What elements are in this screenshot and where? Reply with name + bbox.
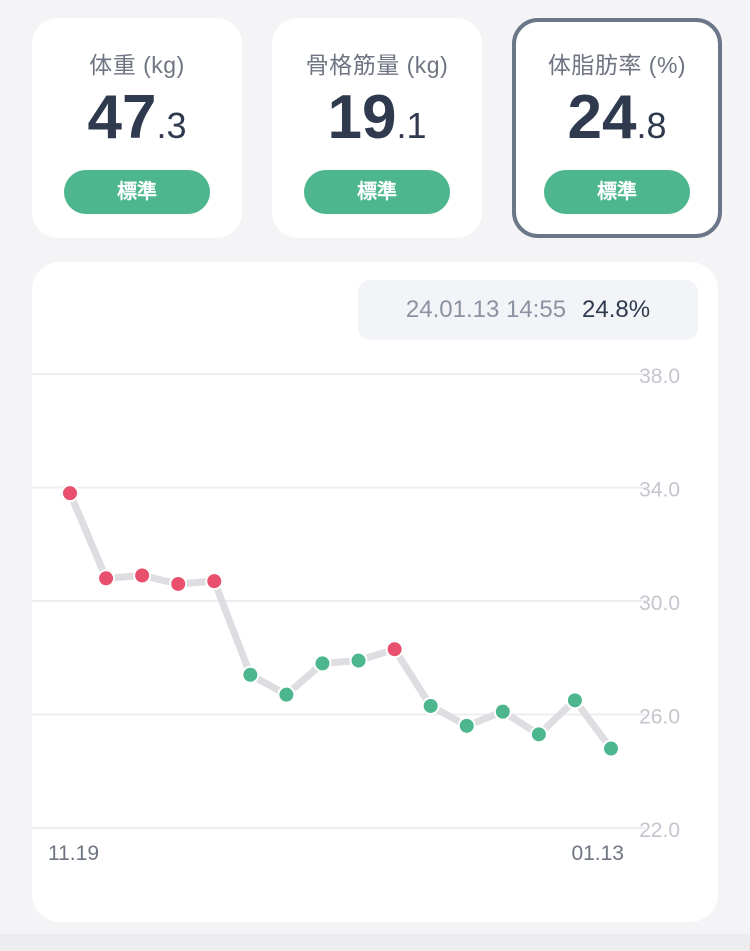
body-fat-card[interactable]: 体脂肪率 (%) 24.8 標準 — [512, 18, 722, 238]
series-line — [66, 489, 615, 753]
y-tick-label: 26.0 — [639, 706, 680, 729]
skeletal-muscle-card[interactable]: 骨格筋量 (kg) 19.1 標準 — [272, 18, 482, 238]
skeletal-muscle-value: 19.1 — [272, 82, 482, 153]
skeletal-muscle-value-int: 19 — [327, 83, 397, 152]
data-point — [169, 574, 188, 593]
tooltip-value: 24.8% — [582, 296, 651, 323]
chart-tooltip: 24.01.13 14:55 24.8% — [358, 280, 698, 340]
skeletal-muscle-value-dec: .1 — [396, 105, 427, 146]
skeletal-muscle-status-badge: 標準 — [304, 170, 450, 214]
x-tick-label: 11.19 — [48, 842, 99, 865]
body-fat-status-badge: 標準 — [544, 170, 690, 214]
data-point — [61, 484, 79, 503]
y-tick-label: 34.0 — [639, 479, 680, 502]
body-fat-value-dec: .8 — [636, 105, 667, 146]
data-point — [205, 572, 224, 591]
body-fat-value: 24.8 — [516, 82, 718, 153]
data-point — [421, 696, 440, 715]
skeletal-muscle-title: 骨格筋量 (kg) — [305, 52, 449, 78]
weight-title: 体重 (kg) — [89, 52, 185, 78]
weight-card[interactable]: 体重 (kg) 47.3 標準 — [32, 18, 242, 238]
body-fat-title: 体脂肪率 (%) — [547, 52, 687, 78]
weight-value-int: 47 — [87, 83, 157, 152]
data-point — [565, 691, 584, 710]
data-point — [602, 739, 620, 758]
bottom-divider — [0, 934, 750, 951]
data-point — [313, 654, 332, 673]
body-fat-trend-chart[interactable]: 38.0 34.0 30.0 26.0 22.0 11.19 01.13 — [32, 262, 718, 922]
data-point — [241, 665, 260, 684]
weight-value-dec: .3 — [156, 105, 187, 146]
data-point — [385, 640, 404, 659]
data-point — [493, 702, 512, 721]
tooltip-timestamp: 24.01.13 14:55 — [405, 296, 567, 323]
trend-chart-card: 38.0 34.0 30.0 26.0 22.0 11.19 01.13 24.01.13 … — [32, 262, 718, 922]
y-tick-label: 38.0 — [639, 365, 680, 388]
data-point — [457, 716, 476, 735]
weight-value: 47.3 — [32, 82, 242, 153]
data-point — [277, 685, 296, 704]
data-point — [529, 725, 548, 744]
y-tick-label: 30.0 — [639, 592, 680, 615]
data-point — [97, 569, 116, 588]
data-point — [133, 566, 152, 585]
data-point — [349, 651, 368, 670]
y-tick-label: 22.0 — [639, 819, 680, 842]
weight-status-badge: 標準 — [64, 170, 210, 214]
x-tick-label: 01.13 — [571, 842, 624, 865]
body-fat-value-int: 24 — [567, 83, 637, 152]
